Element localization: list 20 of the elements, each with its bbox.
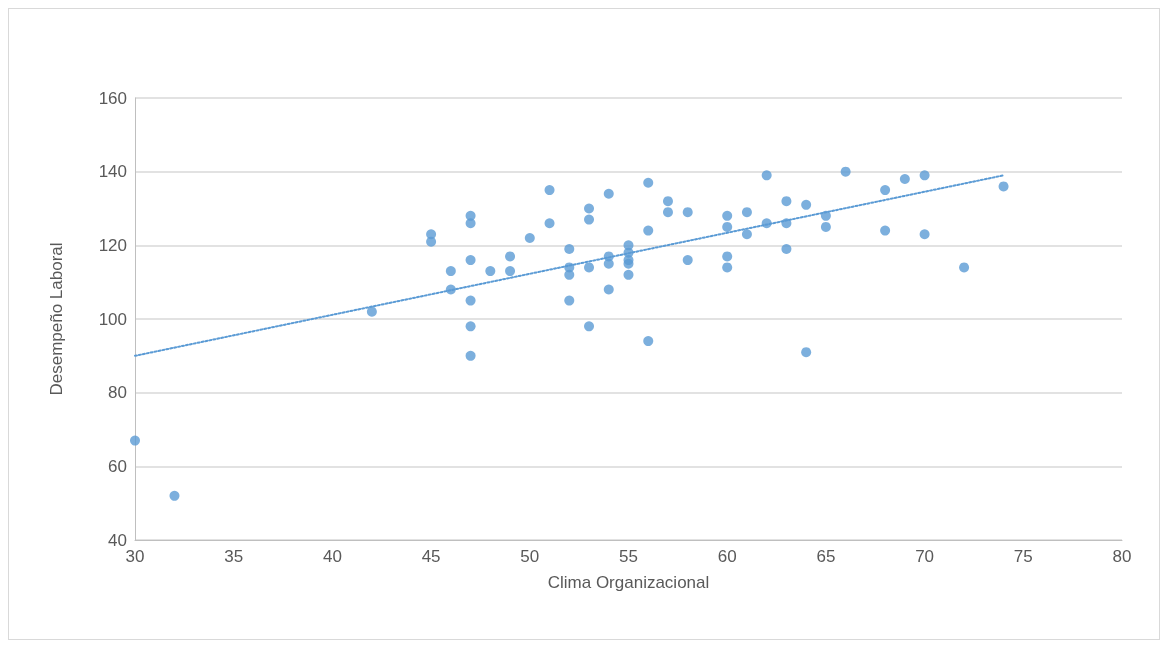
y-tick-label: 60 [108, 456, 127, 476]
x-tick-label: 70 [915, 547, 935, 566]
y-tick-label: 40 [108, 530, 127, 550]
x-tick-label: 60 [717, 547, 737, 566]
y-tick-label: 120 [98, 235, 127, 255]
x-tick-label: 35 [224, 547, 244, 566]
x-tick-label: 65 [816, 547, 836, 566]
x-tick-label: 30 [125, 547, 145, 566]
x-tick-label: 40 [322, 547, 342, 566]
x-tick-label: 45 [421, 547, 441, 566]
y-tick-label: 160 [98, 88, 127, 108]
y-axis-title: Desempeño Laboral [47, 242, 66, 396]
x-axis-title: Clima Organizacional [547, 573, 710, 592]
x-tick-label: 55 [619, 547, 638, 566]
y-tick-label: 80 [108, 383, 127, 403]
x-tick-label: 50 [520, 547, 540, 566]
y-tick-label: 140 [98, 162, 127, 182]
y-tick-label: 100 [98, 309, 127, 329]
x-tick-label: 75 [1013, 547, 1033, 566]
x-tick-label: 80 [1112, 547, 1132, 566]
